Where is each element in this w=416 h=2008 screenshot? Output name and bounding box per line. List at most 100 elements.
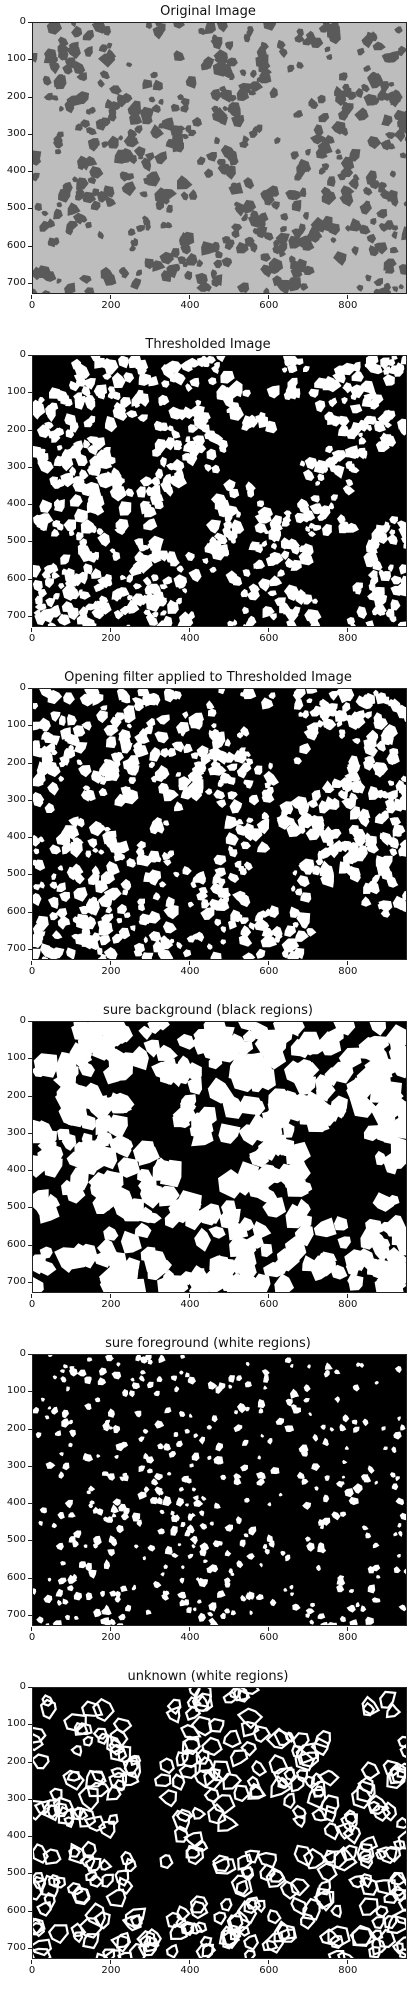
- y-tick-label: 500: [6, 535, 33, 547]
- y-tick-label: 0: [19, 349, 33, 360]
- x-tick-label: 400: [170, 1960, 210, 1977]
- y-tick-label: 300: [6, 1126, 33, 1138]
- x-tick-label: 600: [249, 1294, 289, 1311]
- image-original: [33, 23, 406, 293]
- y-tick-label: 200: [6, 423, 33, 435]
- image-background: [33, 1022, 406, 1292]
- panel-title: Original Image: [160, 4, 256, 19]
- x-tick-label: 800: [328, 1294, 368, 1311]
- y-tick-label: 500: [6, 868, 33, 880]
- y-tick-label: 700: [6, 609, 33, 621]
- y-tick-label: 100: [6, 1718, 33, 1730]
- x-tick-label: 400: [170, 1627, 210, 1644]
- image-frame: [32, 1687, 407, 1959]
- x-tick-label: 400: [170, 295, 210, 312]
- y-tick-label: 300: [6, 127, 33, 139]
- y-tick-label: 300: [6, 460, 33, 472]
- x-tick-label: 800: [328, 628, 368, 645]
- x-tick-label: 0: [12, 961, 52, 978]
- y-tick-label: 400: [6, 1164, 33, 1176]
- x-tick-label: 600: [249, 295, 289, 312]
- image-frame: [32, 355, 407, 627]
- x-tick-label: 800: [328, 961, 368, 978]
- y-tick-label: 0: [19, 1015, 33, 1026]
- x-tick-label: 600: [249, 961, 289, 978]
- y-tick-label: 0: [19, 682, 33, 693]
- y-tick-label: 100: [6, 1385, 33, 1397]
- y-tick-label: 200: [6, 1422, 33, 1434]
- y-tick-label: 200: [6, 756, 33, 768]
- y-tick-label: 300: [6, 1792, 33, 1804]
- y-tick-label: 500: [6, 1201, 33, 1213]
- y-tick-label: 400: [6, 1497, 33, 1509]
- image-grains: [33, 1355, 406, 1625]
- y-tick-label: 700: [6, 1941, 33, 1953]
- y-tick-label: 0: [19, 1681, 33, 1692]
- image-grains: [33, 23, 406, 293]
- image-opening: [33, 689, 406, 959]
- x-tick-label: 0: [12, 628, 52, 645]
- image-frame: [32, 22, 407, 294]
- x-tick-label: 200: [91, 1960, 131, 1977]
- image-panel-original: Original Image 0 100 200 300 400 500 600 700 0 200…: [0, 0, 416, 333]
- y-tick-label: 400: [6, 1830, 33, 1842]
- y-tick-label: 600: [6, 1238, 33, 1250]
- y-tick-label: 600: [6, 572, 33, 584]
- y-tick-label: 500: [6, 1867, 33, 1879]
- x-tick-label: 0: [12, 1627, 52, 1644]
- image-panel-unknown: unknown (white regions) 0 100 200 300 400 500 6…: [0, 1665, 416, 1998]
- y-tick-label: 200: [6, 1089, 33, 1101]
- x-tick-label: 600: [249, 1960, 289, 1977]
- y-tick-label: 300: [6, 793, 33, 805]
- panel-title: Opening filter applied to Thresholded Im…: [64, 670, 352, 685]
- y-tick-label: 200: [6, 90, 33, 102]
- y-tick-label: 400: [6, 498, 33, 510]
- y-tick-label: 700: [6, 276, 33, 288]
- image-grains: [33, 356, 406, 626]
- y-tick-label: 500: [6, 1534, 33, 1546]
- x-tick-label: 800: [328, 1960, 368, 1977]
- y-tick-label: 300: [6, 1459, 33, 1471]
- image-threshold: [33, 356, 406, 626]
- y-tick-label: 0: [19, 1348, 33, 1359]
- y-tick-label: 0: [19, 16, 33, 27]
- panel-title: Thresholded Image: [145, 337, 271, 352]
- image-grains: [33, 689, 406, 959]
- y-tick-label: 100: [6, 386, 33, 398]
- y-tick-label: 100: [6, 719, 33, 731]
- image-frame: [32, 688, 407, 960]
- y-tick-label: 700: [6, 942, 33, 954]
- y-tick-label: 700: [6, 1275, 33, 1287]
- x-tick-label: 400: [170, 961, 210, 978]
- x-tick-label: 0: [12, 1294, 52, 1311]
- image-frame: [32, 1021, 407, 1293]
- image-unknown: [33, 1688, 406, 1958]
- y-tick-label: 600: [6, 1904, 33, 1916]
- y-tick-label: 700: [6, 1608, 33, 1620]
- panel-title: sure foreground (white regions): [105, 1336, 311, 1351]
- panel-title: unknown (white regions): [127, 1669, 289, 1684]
- x-tick-label: 200: [91, 628, 131, 645]
- image-foreground: [33, 1355, 406, 1625]
- x-tick-label: 200: [91, 1294, 131, 1311]
- image-panel-threshold: Thresholded Image 0 100 200 300 400 500 600 700 0…: [0, 333, 416, 666]
- y-tick-label: 600: [6, 905, 33, 917]
- y-tick-label: 200: [6, 1755, 33, 1767]
- panel-title: sure background (black regions): [103, 1003, 313, 1018]
- y-tick-label: 600: [6, 1571, 33, 1583]
- x-tick-label: 0: [12, 1960, 52, 1977]
- x-tick-label: 200: [91, 1627, 131, 1644]
- image-panel-foreground: sure foreground (white regions) 0 100 200 30…: [0, 1332, 416, 1665]
- y-tick-label: 100: [6, 1052, 33, 1064]
- y-tick-label: 600: [6, 239, 33, 251]
- x-tick-label: 800: [328, 1627, 368, 1644]
- x-tick-label: 400: [170, 1294, 210, 1311]
- image-grains: [33, 1022, 406, 1292]
- x-tick-label: 0: [12, 295, 52, 312]
- y-tick-label: 500: [6, 202, 33, 214]
- x-tick-label: 800: [328, 295, 368, 312]
- image-panel-opening: Opening filter applied to Thresholded Im…: [0, 666, 416, 999]
- x-tick-label: 400: [170, 628, 210, 645]
- x-tick-label: 600: [249, 1627, 289, 1644]
- x-tick-label: 200: [91, 961, 131, 978]
